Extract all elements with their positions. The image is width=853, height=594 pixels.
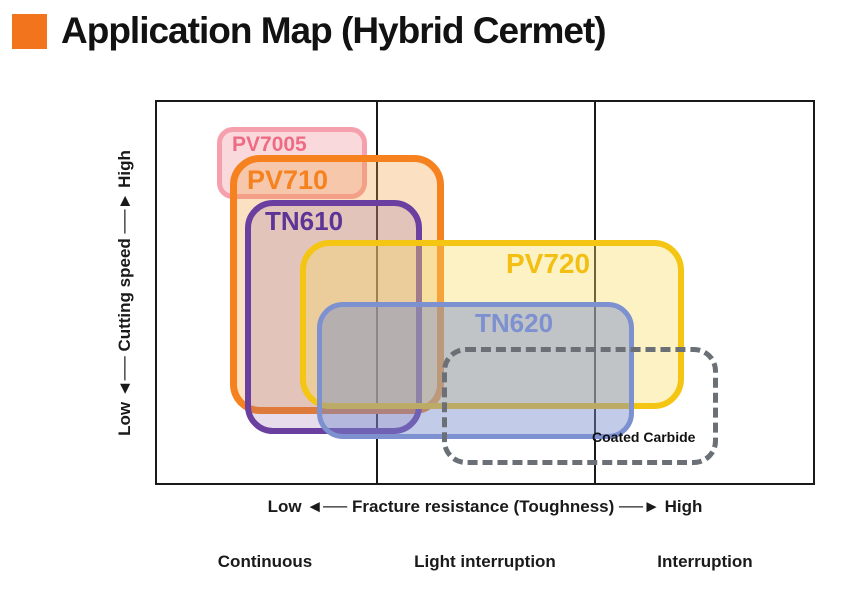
grade-region-coated-carbide: Coated Carbide (442, 347, 718, 465)
grade-label-tn620: TN620 (475, 308, 554, 338)
y-axis-label: Low ◄── Cutting speed ──► High (108, 100, 142, 485)
grade-region-pv710: PV710 (230, 155, 444, 414)
zone-label-interruption: Interruption (657, 552, 753, 571)
zone-label-continuous: Continuous (217, 552, 313, 571)
zone-divider (375, 102, 378, 483)
title-accent-square-icon (12, 13, 47, 49)
grade-label-pv7005: PV7005 (232, 133, 307, 156)
grade-label-tn610: TN610 (265, 206, 344, 236)
plot-area: PV7005 PV710 TN610 PV720 TN620 Coated Carbide (155, 100, 815, 485)
page-title: Application Map (Hybrid Cermet) (61, 10, 607, 51)
grade-region-tn620: TN620 (317, 302, 634, 439)
zone-labels: Continuous Light interruption Interrupti… (155, 552, 815, 572)
y-axis-label-text: Low ◄── Cutting speed ──► High (115, 149, 134, 436)
grade-label-coated-carbide: Coated Carbide (592, 429, 696, 445)
grade-label-pv710: PV710 (247, 165, 329, 195)
page-header: Application Map (Hybrid Cermet) (12, 10, 607, 52)
zone-label-light-interruption: Light interruption (414, 552, 556, 571)
x-axis-label: Low ◄── Fracture resistance (Toughness) … (267, 497, 703, 516)
zone-divider (594, 102, 597, 483)
grade-label-pv720: PV720 (506, 248, 591, 279)
